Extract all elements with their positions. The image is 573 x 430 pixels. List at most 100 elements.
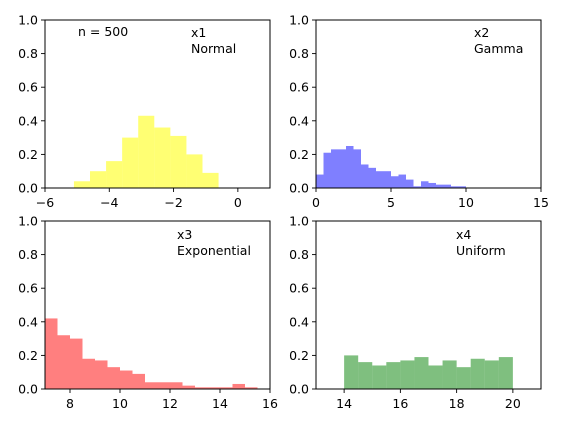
histogram-bar xyxy=(485,360,499,389)
y-tick-label: 0.6 xyxy=(289,281,309,296)
histogram-bar xyxy=(170,382,183,389)
annotation-text: x1 xyxy=(191,25,206,40)
histogram-bar xyxy=(122,138,138,188)
annotation-text: x2 xyxy=(474,25,489,40)
annotation-text: Gamma xyxy=(474,41,523,56)
histogram-bar xyxy=(443,360,457,389)
y-tick-label: 0.2 xyxy=(289,348,309,363)
histogram-bar xyxy=(58,335,71,389)
histogram-bar xyxy=(74,181,90,188)
histogram-bar xyxy=(400,360,414,389)
histogram-bar xyxy=(316,175,324,188)
histogram-bar xyxy=(414,357,428,389)
histogram-bar xyxy=(444,185,452,188)
histogram-bar xyxy=(331,149,339,188)
annotation-text: x4 xyxy=(456,227,471,242)
histogram-bar xyxy=(170,136,186,188)
y-tick-label: 1.0 xyxy=(289,214,309,229)
x-tick-label: 0 xyxy=(234,195,242,210)
histogram-bar xyxy=(354,149,362,188)
histogram-bar xyxy=(138,116,154,188)
histogram-bar xyxy=(154,128,170,188)
histogram-bar xyxy=(369,168,377,188)
y-tick-label: 1.0 xyxy=(18,13,38,28)
y-tick-label: 0.4 xyxy=(18,314,38,329)
histogram-bar xyxy=(133,374,146,389)
y-tick-label: 0.6 xyxy=(289,80,309,95)
histogram-bar xyxy=(372,365,386,389)
histogram-bar xyxy=(83,359,96,389)
histogram-bar xyxy=(203,173,219,188)
x-tick-label: 16 xyxy=(262,396,278,411)
histogram-bar xyxy=(499,357,513,389)
histogram-bar xyxy=(120,371,133,389)
histogram-bar xyxy=(471,359,485,389)
x-tick-label: 8 xyxy=(66,396,74,411)
y-tick-label: 0.0 xyxy=(289,382,309,397)
histogram-bar xyxy=(344,355,358,389)
y-tick-label: 0.8 xyxy=(289,247,309,262)
x-tick-label: 20 xyxy=(505,396,521,411)
x-tick-label: −6 xyxy=(36,195,54,210)
histogram-bar xyxy=(429,183,437,188)
histogram-bar xyxy=(421,181,429,188)
histogram-bar xyxy=(70,339,83,389)
x-tick-label: 12 xyxy=(162,396,178,411)
y-tick-label: 0.8 xyxy=(18,46,38,61)
y-tick-label: 0.0 xyxy=(18,181,38,196)
y-tick-label: 0.4 xyxy=(289,314,309,329)
y-tick-label: 0.2 xyxy=(18,147,38,162)
histogram-bar xyxy=(391,176,399,188)
y-tick-label: 0.4 xyxy=(18,113,38,128)
histogram-bar xyxy=(106,161,122,188)
histogram-bar xyxy=(339,149,347,188)
histogram-bar xyxy=(108,367,121,389)
y-tick-label: 0.0 xyxy=(289,181,309,196)
histogram-bar xyxy=(358,362,372,389)
x-tick-label: 0 xyxy=(312,195,320,210)
y-tick-label: 0.2 xyxy=(289,147,309,162)
histogram-bar xyxy=(45,318,58,389)
histogram-bar xyxy=(183,386,196,389)
x-tick-label: 10 xyxy=(112,396,128,411)
x-tick-label: 18 xyxy=(449,396,465,411)
histogram-bar xyxy=(361,164,369,188)
histogram-bar xyxy=(457,367,471,389)
histogram-bar xyxy=(324,153,332,188)
x-tick-label: 14 xyxy=(336,396,352,411)
histogram-bar xyxy=(158,382,171,389)
annotation-text: Uniform xyxy=(456,243,506,258)
histogram-bar xyxy=(386,362,400,389)
histogram-bar xyxy=(95,360,108,389)
histogram-bar xyxy=(346,146,354,188)
annotation-text: Normal xyxy=(191,41,236,56)
x-tick-label: −2 xyxy=(164,195,182,210)
histogram-bar xyxy=(384,171,392,188)
annotation-text: n = 500 xyxy=(78,24,128,39)
y-tick-label: 0.8 xyxy=(289,46,309,61)
annotation-text: x3 xyxy=(177,227,192,242)
x-tick-label: 15 xyxy=(533,195,549,210)
y-tick-label: 0.4 xyxy=(289,113,309,128)
histogram-bar xyxy=(145,382,158,389)
x-tick-label: 10 xyxy=(458,195,474,210)
y-tick-label: 0.6 xyxy=(18,281,38,296)
y-tick-label: 0.8 xyxy=(18,247,38,262)
x-tick-label: 14 xyxy=(212,396,228,411)
y-tick-label: 1.0 xyxy=(18,214,38,229)
histogram-bar xyxy=(406,180,414,188)
y-tick-label: 0.2 xyxy=(18,348,38,363)
x-tick-label: −4 xyxy=(100,195,118,210)
histogram-bar xyxy=(436,185,444,188)
x-tick-label: 5 xyxy=(387,195,395,210)
histogram-bar xyxy=(186,154,202,188)
histogram-bar xyxy=(233,384,246,389)
histogram-bar xyxy=(376,171,384,188)
y-tick-label: 0.6 xyxy=(18,80,38,95)
histogram-bar xyxy=(399,175,407,188)
x-tick-label: 16 xyxy=(392,396,408,411)
